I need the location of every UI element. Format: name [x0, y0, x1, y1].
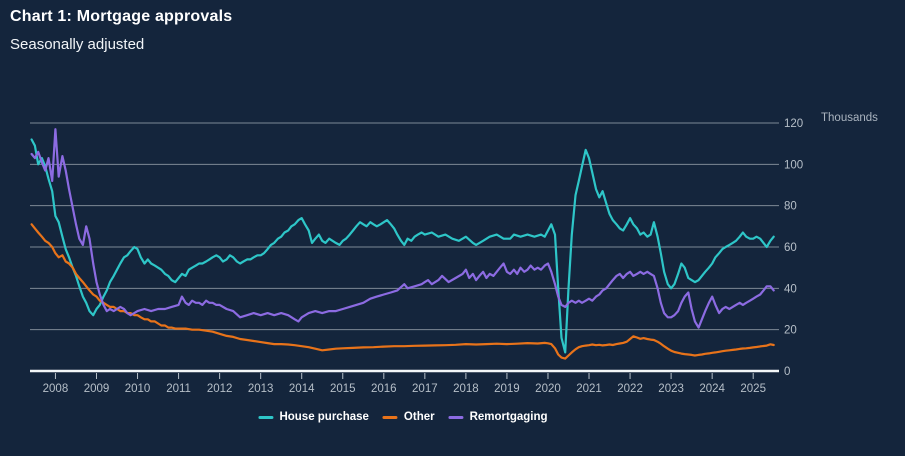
- x-tick-label-2015: 2015: [330, 383, 356, 395]
- x-tick-label-2022: 2022: [617, 383, 643, 395]
- y-axis-unit-label: Thousands: [821, 112, 878, 124]
- y-tick-label-40: 40: [784, 283, 797, 295]
- chart-legend: House purchase Other Remortgaging: [258, 411, 548, 423]
- series-line-house-purchase: [30, 138, 775, 354]
- legend-label-other: Other: [403, 411, 435, 423]
- x-tick-label-2011: 2011: [166, 383, 191, 395]
- x-tick-label-2012: 2012: [207, 383, 233, 395]
- legend-item-remortgaging: Remortgaging: [448, 411, 548, 423]
- x-tick-label-2021: 2021: [576, 383, 602, 395]
- y-tick-label-120: 120: [784, 118, 803, 130]
- legend-item-other: Other: [382, 411, 435, 423]
- y-tick-label-0: 0: [784, 366, 790, 378]
- x-tick-label-2020: 2020: [535, 383, 561, 395]
- y-tick-label-60: 60: [784, 242, 797, 254]
- x-tick-label-2014: 2014: [289, 383, 315, 395]
- legend-label-remortgaging: Remortgaging: [469, 411, 548, 423]
- x-tick-label-2019: 2019: [494, 383, 520, 395]
- legend-line-marker-other: [382, 415, 398, 419]
- x-tick-label-2008: 2008: [43, 383, 69, 395]
- x-tick-label-2018: 2018: [453, 383, 479, 395]
- legend-item-house-purchase: House purchase: [258, 411, 369, 423]
- chart-subtitle: Seasonally adjusted: [10, 36, 145, 53]
- legend-label-house-purchase: House purchase: [279, 411, 369, 423]
- x-tick-label-2025: 2025: [740, 383, 766, 395]
- x-tick-label-2024: 2024: [699, 383, 725, 395]
- x-tick-label-2013: 2013: [248, 383, 274, 395]
- y-tick-label-20: 20: [784, 325, 797, 337]
- x-tick-label-2016: 2016: [371, 383, 397, 395]
- x-tick-label-2017: 2017: [412, 383, 438, 395]
- series-line-remortgaging: [30, 128, 775, 329]
- legend-line-marker-house-purchase: [258, 415, 274, 419]
- y-tick-label-100: 100: [784, 159, 803, 171]
- series-line-other: [30, 223, 775, 360]
- chart-title: Chart 1: Mortgage approvals: [10, 8, 233, 25]
- legend-line-marker-remortgaging: [448, 415, 464, 419]
- x-tick-label-2009: 2009: [84, 383, 110, 395]
- x-tick-label-2023: 2023: [658, 383, 684, 395]
- y-tick-label-80: 80: [784, 201, 797, 213]
- x-tick-label-2010: 2010: [125, 383, 151, 395]
